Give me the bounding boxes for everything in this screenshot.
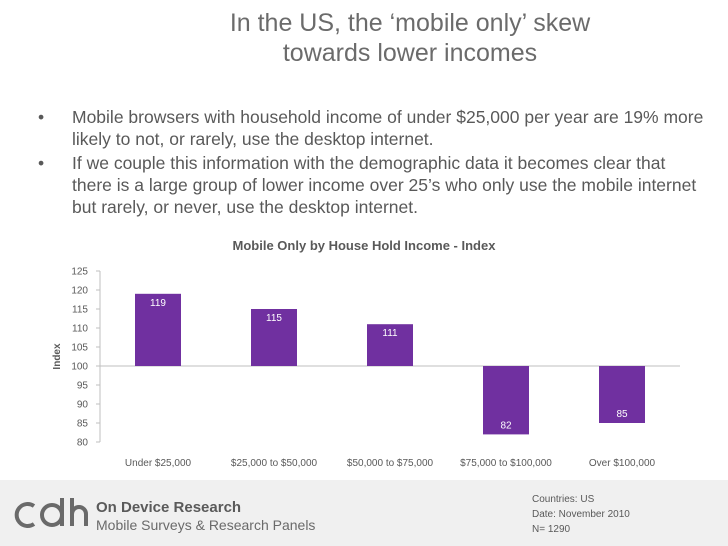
bar xyxy=(135,293,181,366)
income-index-chart: Mobile Only by House Hold Income - Index… xyxy=(52,238,680,469)
bullet-list: • Mobile browsers with household income … xyxy=(38,106,708,220)
bullet-marker: • xyxy=(38,153,45,173)
brand-tagline: Mobile Surveys & Research Panels xyxy=(96,517,316,533)
bullet-item: • Mobile browsers with household income … xyxy=(38,106,708,150)
footer-bar xyxy=(0,480,728,546)
data-label: 119 xyxy=(150,298,166,309)
category-label: $75,000 to $100,000 xyxy=(460,458,552,469)
category-label: Over $100,000 xyxy=(589,458,656,469)
y-tick-label: 85 xyxy=(77,419,89,430)
y-tick-label: 125 xyxy=(71,267,88,278)
category-label: $25,000 to $50,000 xyxy=(231,458,318,469)
bullet-marker: • xyxy=(38,107,45,127)
slide-title: In the US, the ‘mobile only’ skew toward… xyxy=(60,8,728,68)
bullet-text: Mobile browsers with household income of… xyxy=(72,107,704,149)
meta-countries: Countries: US xyxy=(532,494,595,505)
data-label: 115 xyxy=(266,313,282,324)
category-label: Under $25,000 xyxy=(125,458,192,469)
bar xyxy=(367,324,413,366)
data-label: 85 xyxy=(616,409,628,420)
bullet-item: • If we couple this information with the… xyxy=(38,152,708,218)
data-label: 111 xyxy=(382,328,398,339)
category-label: $50,000 to $75,000 xyxy=(347,458,434,469)
y-tick-label: 105 xyxy=(71,343,88,354)
chart-title: Mobile Only by House Hold Income - Index xyxy=(233,238,497,253)
y-axis-title: Index xyxy=(52,343,63,370)
y-tick-label: 110 xyxy=(72,324,88,335)
survey-meta: Countries: US Date: November 2010 N= 129… xyxy=(532,492,630,537)
meta-sample-size: N= 1290 xyxy=(532,524,571,535)
brand-logo xyxy=(14,498,88,528)
slide-title-line-1: In the US, the ‘mobile only’ skew xyxy=(229,9,591,37)
data-label: 82 xyxy=(500,420,512,431)
bar xyxy=(251,309,297,366)
brand-name: On Device Research xyxy=(96,499,242,516)
y-tick-label: 90 xyxy=(77,400,89,411)
meta-date: Date: November 2010 xyxy=(532,509,630,520)
bar xyxy=(599,366,645,423)
y-tick-label: 120 xyxy=(71,286,88,297)
slide-title-line-2: towards lower incomes xyxy=(282,39,538,67)
y-tick-label: 80 xyxy=(77,438,89,449)
bar xyxy=(483,366,529,435)
y-tick-label: 115 xyxy=(72,305,88,316)
y-tick-label: 95 xyxy=(77,381,89,392)
bullet-text: If we couple this information with the d… xyxy=(72,153,697,217)
y-tick-label: 100 xyxy=(71,362,88,373)
